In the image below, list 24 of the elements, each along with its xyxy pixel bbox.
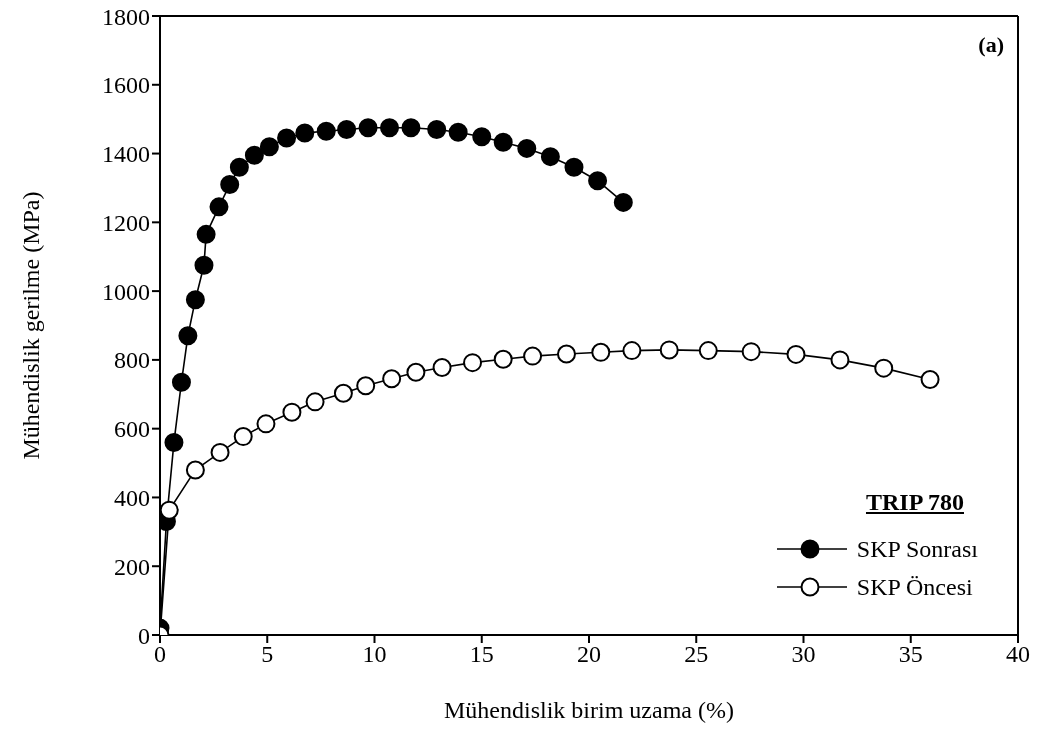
y-tick-label: 400: [114, 484, 150, 511]
y-tick-label: 1000: [102, 278, 150, 305]
x-tick-label: 25: [684, 641, 709, 668]
y-tick-label: 800: [114, 347, 150, 374]
y-tick-label: 1600: [102, 72, 150, 99]
legend-label: SKP Öncesi: [856, 573, 973, 601]
x-tick-label: 15: [469, 641, 494, 668]
annotation: (a): [978, 32, 1004, 58]
x-axis-title: Mühendislik birim uzama (%): [444, 697, 734, 723]
y-tick-label: 1200: [102, 209, 150, 236]
y-tick-label: 600: [114, 416, 150, 443]
legend-title: TRIP 780: [865, 489, 965, 516]
x-tick-label: 30: [791, 641, 816, 668]
y-axis-title: Mühendislik gerilme (MPa): [17, 191, 44, 460]
x-tick-label: 40: [1006, 641, 1030, 668]
x-tick-label: 20: [577, 641, 601, 668]
x-tick-label: 10: [362, 641, 387, 668]
x-tick-label: 35: [898, 641, 923, 668]
y-tick-label: 1800: [102, 3, 150, 30]
y-tick-label: 1400: [102, 141, 150, 168]
y-tick-label: 0: [138, 622, 150, 649]
x-tick-label: 5: [261, 641, 274, 668]
legend-label: SKP Sonrası: [856, 535, 978, 563]
y-tick-label: 200: [114, 553, 150, 580]
